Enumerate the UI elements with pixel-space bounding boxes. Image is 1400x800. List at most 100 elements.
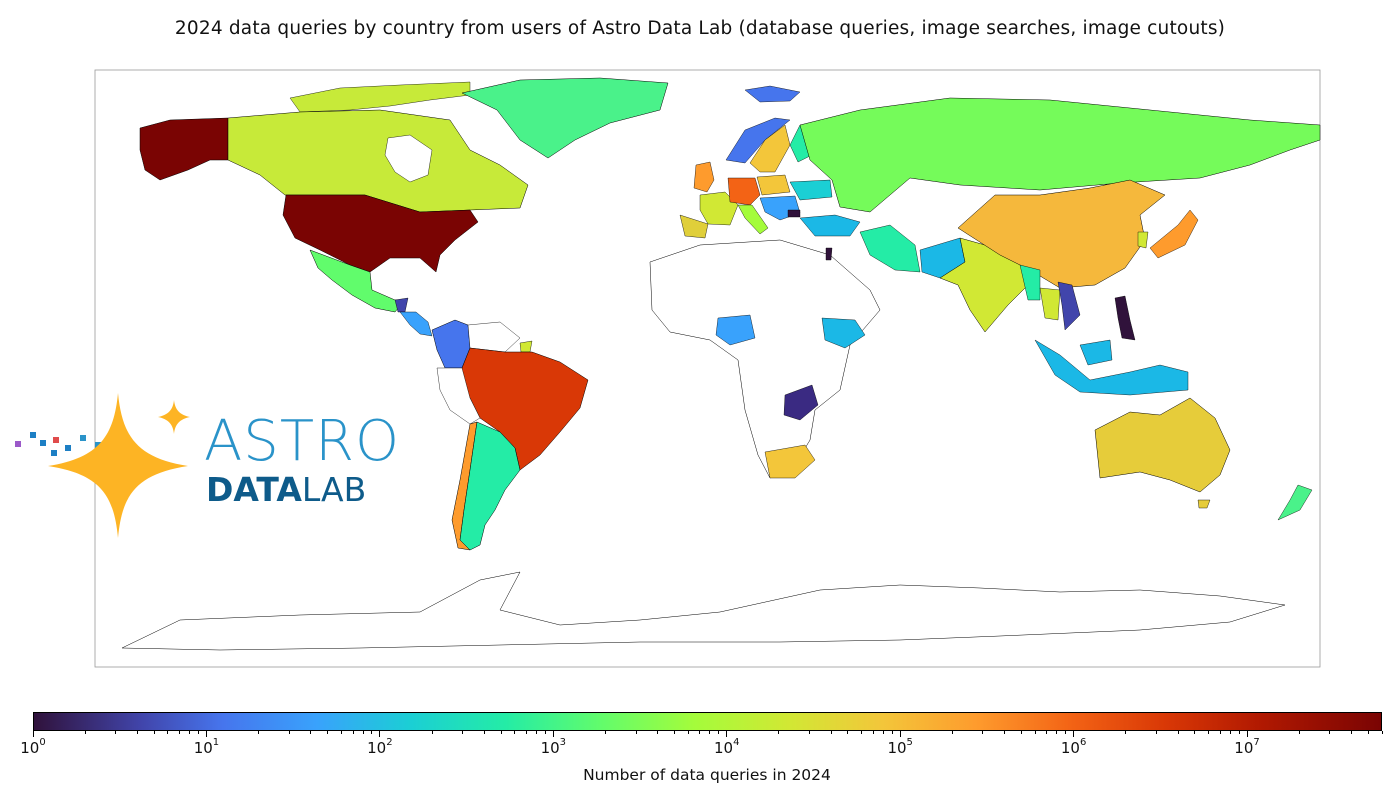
country-australia — [1094, 397, 1231, 493]
colorbar-minor-tick — [861, 731, 863, 734]
colorbar-minor-tick — [1229, 731, 1231, 734]
colorbar-major-tick — [205, 731, 207, 737]
colorbar-tick-label: 103 — [540, 737, 567, 757]
logo-small-star — [158, 400, 190, 434]
country-argentina — [459, 421, 521, 551]
country-venezuela — [467, 321, 521, 353]
country-canada-arctic — [289, 81, 471, 113]
colorbar-minor-tick — [657, 731, 659, 734]
logo-text-astro: ASTRO — [204, 409, 401, 474]
colorbar-minor-tick — [1381, 731, 1383, 734]
country-usa — [282, 194, 479, 273]
colorbar-minor-tick — [197, 731, 199, 734]
colorbar-minor-tick — [605, 731, 606, 734]
colorbar-minor-tick — [310, 731, 312, 734]
colorbar-minor-tick — [808, 731, 810, 734]
country-iceland — [744, 85, 801, 103]
colorbar-minor-tick — [1177, 731, 1179, 734]
country-iran — [859, 224, 921, 273]
continent-antarctica — [121, 571, 1286, 651]
colorbar-minor-tick — [189, 731, 191, 734]
colorbar-minor-tick — [1046, 731, 1048, 734]
country-norway — [725, 117, 791, 164]
colorbar-minor-tick — [371, 731, 373, 734]
colorbar-minor-tick — [167, 731, 169, 734]
colorbar-minor-tick — [514, 731, 516, 734]
figure-title: 2024 data queries by country from users … — [174, 18, 1226, 39]
colorbar-minor-tick — [1219, 731, 1221, 734]
country-guatemala-region — [399, 311, 433, 337]
colorbar-minor-tick — [1194, 731, 1196, 734]
colorbar-minor-tick — [1350, 731, 1352, 734]
country-russia — [799, 97, 1321, 213]
country-tasmania — [1197, 499, 1211, 509]
colorbar-tick-label: 106 — [1060, 737, 1087, 757]
colorbar-tick-label: 101 — [193, 737, 220, 757]
logo-text-datalab: DATALAB — [206, 473, 366, 506]
colorbar-minor-tick — [882, 731, 884, 734]
colorbar-major-tick — [552, 731, 554, 737]
colorbar-minor-tick — [1056, 731, 1058, 734]
logo-pixel-squares — [15, 432, 101, 456]
country-poland — [756, 174, 791, 196]
colorbar-minor-tick — [1004, 731, 1006, 734]
colorbar-tick-label: 102 — [367, 737, 393, 757]
country-turkey — [799, 214, 861, 237]
colorbar-minor-tick — [1034, 731, 1036, 734]
colorbar-minor-tick — [687, 731, 689, 734]
logo-text-data: DATA — [206, 470, 302, 509]
country-nigeria — [715, 314, 756, 346]
colorbar-minor-tick — [1155, 731, 1157, 734]
logo-large-star — [48, 393, 188, 538]
country-spain — [679, 214, 709, 239]
colorbar-tick-label: 107 — [1234, 737, 1260, 757]
colorbar-minor-tick — [830, 731, 832, 734]
logo-text-lab: LAB — [301, 470, 367, 509]
country-thailand — [1039, 287, 1061, 321]
country-malaysia — [1079, 339, 1113, 366]
colorbar-minor-tick — [483, 731, 485, 734]
country-colombia — [431, 319, 471, 369]
country-new-zealand — [1277, 484, 1313, 521]
colorbar-minor-tick — [462, 731, 464, 734]
colorbar-minor-tick — [431, 731, 433, 734]
country-germany — [727, 177, 761, 206]
astro-data-lab-logo — [15, 393, 190, 538]
colorbar-minor-tick — [1238, 731, 1240, 734]
colorbar-major-tick — [899, 731, 901, 737]
colorbar-label: Number of data queries in 2024 — [583, 766, 831, 784]
colorbar-minor-tick — [115, 731, 117, 734]
colorbar-minor-tick — [352, 731, 354, 734]
country-philippines — [1114, 295, 1136, 341]
colorbar-minor-tick — [1125, 731, 1127, 734]
colorbar-minor-tick — [847, 731, 849, 734]
colorbar-minor-tick — [1329, 731, 1331, 734]
colorbar-minor-tick — [1065, 731, 1067, 734]
colorbar-minor-tick — [1298, 731, 1300, 734]
country-indonesia — [1034, 339, 1189, 396]
country-israel — [825, 247, 833, 261]
colorbar-minor-tick — [778, 731, 780, 734]
continent-africa — [649, 239, 881, 479]
country-hungary-region — [787, 209, 801, 218]
colorbar-minor-tick — [1020, 731, 1022, 734]
colorbar-minor-tick — [84, 731, 86, 734]
colorbar-tick-label: 100 — [20, 737, 46, 757]
colorbar-minor-tick — [362, 731, 364, 734]
colorbar-minor-tick — [872, 731, 874, 734]
country-south-africa — [764, 444, 816, 479]
colorbar-minor-tick — [891, 731, 893, 734]
colorbar-minor-tick — [535, 731, 537, 734]
colorbar — [33, 712, 1382, 731]
colorbar-major-tick — [1246, 731, 1248, 737]
colorbar-minor-tick — [153, 731, 155, 734]
colorbar-tick-label: 105 — [887, 737, 913, 757]
colorbar-minor-tick — [136, 731, 138, 734]
colorbar-minor-tick — [709, 731, 711, 734]
country-canada — [227, 109, 529, 213]
colorbar-minor-tick — [982, 731, 984, 734]
colorbar-major-tick — [32, 731, 34, 737]
colorbar-minor-tick — [699, 731, 701, 734]
colorbar-minor-tick — [288, 731, 290, 734]
country-japan — [1149, 209, 1199, 259]
